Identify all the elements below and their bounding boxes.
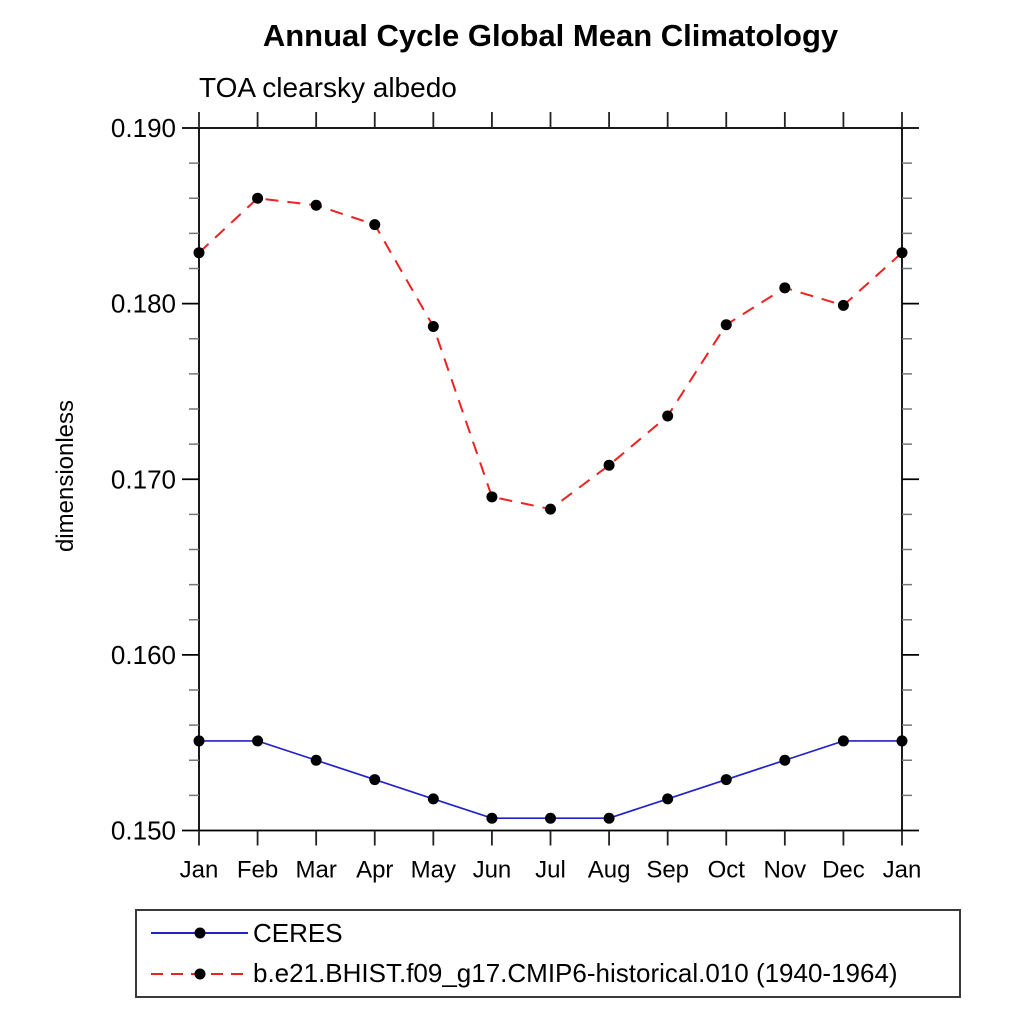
data-point-marker-0 — [662, 793, 674, 805]
data-point-marker-0 — [486, 812, 498, 824]
x-axis-month-label: Oct — [708, 857, 746, 884]
chart-title: Annual Cycle Global Mean Climatology — [262, 18, 839, 53]
x-axis-month-label: Sep — [646, 857, 689, 884]
x-axis-month-label: Apr — [356, 857, 393, 884]
data-point-marker-1 — [720, 319, 732, 331]
data-point-marker-0 — [369, 774, 381, 786]
x-axis-month-label: Jun — [473, 857, 512, 884]
y-axis-tick-label: 0.150 — [111, 816, 176, 846]
data-point-marker-1 — [662, 410, 674, 422]
legend-line-dashed-icon — [151, 968, 248, 980]
data-point-marker-0 — [603, 812, 615, 824]
data-point-marker-1 — [545, 503, 556, 515]
x-axis-month-label: Jul — [535, 857, 566, 884]
data-point-marker-0 — [252, 735, 264, 747]
x-axis-month-label: May — [411, 857, 456, 884]
data-point-marker-1 — [193, 247, 205, 259]
y-axis-tick-label: 0.160 — [111, 640, 176, 670]
legend-item-model: b.e21.BHIST.f09_g17.CMIP6-historical.010… — [145, 955, 959, 993]
y-axis-tick-label: 0.170 — [111, 464, 176, 494]
data-point-marker-0 — [545, 812, 556, 824]
legend: CERES b.e21.BHIST.f09_g17.CMIP6-historic… — [135, 909, 961, 998]
data-point-marker-1 — [779, 282, 791, 294]
x-axis-month-label: Jan — [180, 857, 219, 884]
data-point-marker-0 — [896, 735, 908, 747]
data-point-marker-0 — [310, 754, 322, 766]
x-axis-month-label: Mar — [295, 857, 336, 884]
legend-label-ceres: CERES — [253, 917, 343, 948]
x-axis-month-label: Aug — [588, 857, 631, 884]
y-axis-tick-label: 0.180 — [111, 289, 176, 319]
legend-label-model: b.e21.BHIST.f09_g17.CMIP6-historical.010… — [253, 958, 898, 989]
data-point-marker-0 — [720, 774, 732, 786]
series-line-0 — [199, 740, 902, 820]
x-axis-month-label: Dec — [822, 857, 865, 884]
data-point-marker-0 — [193, 735, 205, 747]
y-axis-tick-label: 0.190 — [111, 113, 176, 143]
x-axis-month-label: Jan — [883, 857, 922, 884]
series-line-1 — [198, 197, 903, 511]
legend-item-ceres: CERES — [145, 914, 959, 952]
data-point-marker-0 — [427, 793, 439, 805]
data-point-marker-1 — [603, 459, 615, 471]
x-axis-month-label: Nov — [763, 857, 806, 884]
legend-line-solid-icon — [151, 927, 248, 939]
plot-frame — [198, 127, 903, 832]
data-point-marker-1 — [896, 247, 908, 259]
data-point-marker-0 — [837, 735, 849, 747]
data-point-marker-1 — [427, 320, 439, 332]
x-axis-month-label: Feb — [237, 857, 278, 884]
data-point-marker-0 — [779, 754, 791, 766]
chart-subtitle: TOA clearsky albedo — [199, 72, 457, 103]
data-point-marker-1 — [252, 192, 264, 204]
data-point-marker-1 — [369, 219, 381, 231]
data-point-marker-1 — [486, 491, 498, 503]
data-point-marker-1 — [837, 299, 849, 311]
data-point-marker-1 — [310, 199, 322, 211]
